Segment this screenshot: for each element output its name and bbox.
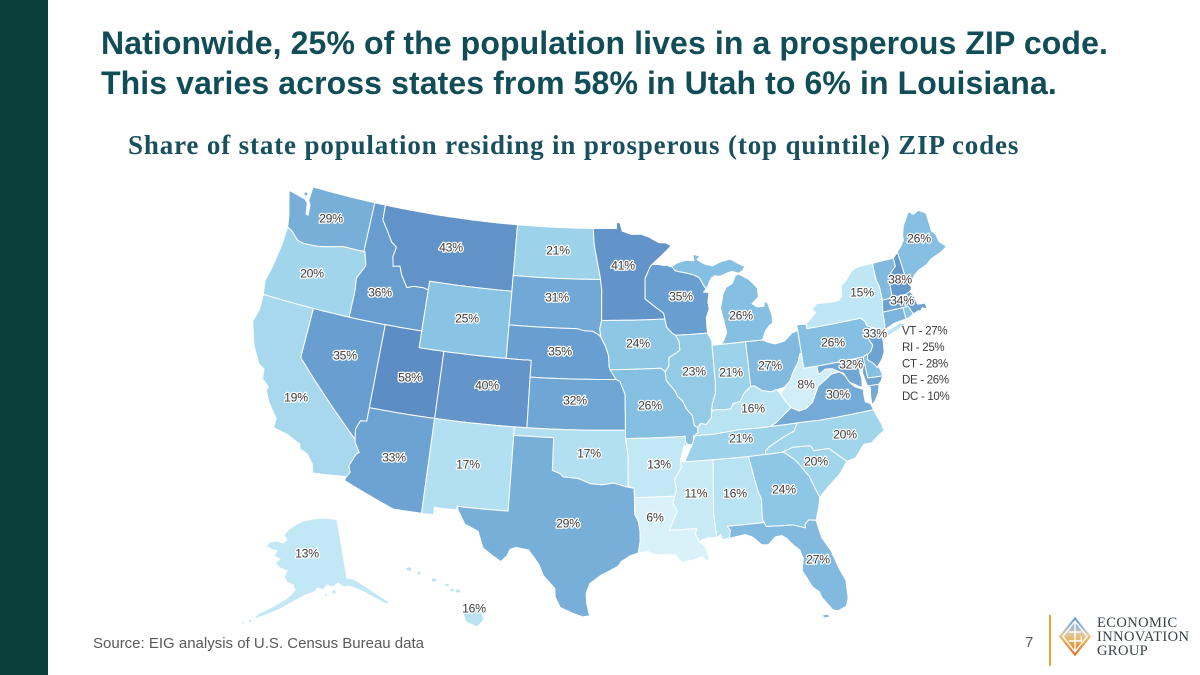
svg-text:31%: 31% [545, 291, 569, 305]
svg-text:58%: 58% [398, 371, 422, 385]
svg-text:35%: 35% [669, 290, 693, 304]
svg-text:26%: 26% [729, 309, 753, 323]
svg-text:8%: 8% [797, 378, 815, 392]
svg-text:27%: 27% [758, 359, 782, 373]
svg-text:26%: 26% [907, 232, 931, 246]
svg-text:23%: 23% [682, 365, 706, 379]
svg-text:24%: 24% [626, 337, 650, 351]
svg-text:26%: 26% [638, 399, 662, 413]
svg-text:38%: 38% [888, 273, 912, 287]
svg-text:27%: 27% [806, 553, 830, 567]
svg-text:26%: 26% [821, 336, 845, 350]
svg-text:35%: 35% [548, 345, 572, 359]
svg-text:33%: 33% [863, 327, 887, 341]
svg-text:20%: 20% [804, 455, 828, 469]
svg-text:16%: 16% [741, 402, 765, 416]
svg-text:21%: 21% [719, 366, 743, 380]
svg-text:35%: 35% [333, 349, 357, 363]
svg-text:20%: 20% [833, 428, 857, 442]
svg-text:32%: 32% [563, 394, 587, 408]
svg-text:41%: 41% [611, 259, 635, 273]
svg-text:24%: 24% [772, 483, 796, 497]
svg-text:13%: 13% [647, 458, 671, 472]
svg-text:16%: 16% [723, 487, 747, 501]
svg-text:RI - 25%: RI - 25% [902, 342, 944, 354]
svg-text:17%: 17% [456, 458, 480, 472]
svg-text:40%: 40% [475, 379, 499, 393]
svg-text:20%: 20% [300, 267, 324, 281]
svg-text:25%: 25% [455, 312, 479, 326]
svg-text:16%: 16% [462, 602, 486, 616]
svg-text:13%: 13% [295, 547, 319, 561]
svg-text:32%: 32% [839, 358, 863, 372]
svg-text:11%: 11% [685, 487, 708, 501]
svg-text:29%: 29% [319, 212, 343, 226]
svg-text:21%: 21% [546, 244, 570, 258]
svg-text:29%: 29% [556, 517, 580, 531]
svg-text:DC - 10%: DC - 10% [902, 391, 950, 403]
svg-text:17%: 17% [577, 447, 601, 461]
svg-text:15%: 15% [850, 286, 874, 300]
svg-text:DE - 26%: DE - 26% [902, 375, 949, 387]
svg-text:34%: 34% [890, 294, 914, 308]
svg-text:30%: 30% [826, 388, 850, 402]
svg-text:43%: 43% [439, 241, 463, 255]
svg-text:6%: 6% [646, 511, 664, 525]
svg-text:19%: 19% [284, 391, 308, 405]
svg-text:36%: 36% [368, 286, 392, 300]
svg-text:VT - 27%: VT - 27% [902, 326, 947, 338]
svg-text:33%: 33% [382, 451, 406, 465]
svg-text:CT - 28%: CT - 28% [902, 358, 948, 370]
svg-text:21%: 21% [729, 432, 753, 446]
